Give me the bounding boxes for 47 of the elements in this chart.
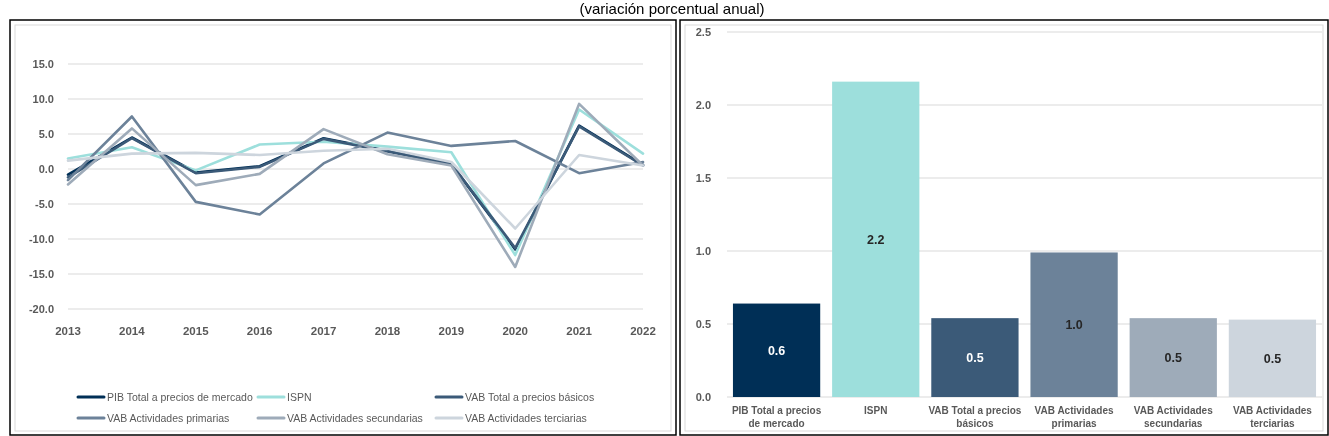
y-tick-label: 2.0: [695, 98, 711, 111]
bar: [832, 81, 920, 397]
x-tick-label: 2015: [182, 325, 210, 338]
legend-label: VAB Total a precios básicos: [465, 390, 595, 403]
legend-label: PIB Total a precios de mercado: [107, 390, 253, 403]
x-tick-label: VAB Total a precios básicos: [928, 404, 1022, 429]
x-tick-label: VAB Actividades primarias: [1034, 404, 1114, 429]
data-label: 2.2: [867, 232, 885, 247]
bar: [1129, 318, 1217, 397]
y-tick-label: 10.0: [32, 92, 54, 105]
bar: [732, 303, 821, 397]
x-tick-label: 2022: [630, 325, 656, 338]
data-label: 0.5: [966, 350, 984, 365]
y-tick-label: 15.0: [32, 57, 54, 70]
x-tick-label: 2018: [374, 325, 401, 338]
x-tick-label: 2020: [502, 325, 529, 338]
y-tick-label: 0.0: [695, 390, 711, 403]
line-series: [66, 115, 645, 216]
y-tick-label: 5.0: [38, 127, 54, 140]
bar: [1030, 252, 1118, 397]
x-tick-label: PIB Total a precios de mercado: [731, 404, 822, 429]
x-tick-label: ISPN: [864, 404, 888, 416]
x-tick-label: 2021: [566, 325, 593, 338]
x-tick-label: 2016: [246, 325, 273, 338]
bar: [931, 318, 1019, 397]
y-tick-label: 1.0: [695, 244, 711, 257]
x-tick-label: 2017: [310, 325, 337, 338]
chart-subtitle: (variación porcentual anual): [579, 0, 765, 17]
x-tick-label: VAB Actividades secundarias: [1133, 404, 1214, 429]
y-tick-label: -20.0: [28, 302, 54, 315]
y-tick-label: 2.5: [695, 25, 711, 38]
data-label: 1.0: [1065, 318, 1083, 333]
x-tick-label: 2014: [119, 325, 146, 338]
y-tick-label: 0.5: [695, 317, 711, 330]
x-tick-label: VAB Actividades terciarias: [1232, 404, 1313, 429]
y-tick-label: -15.0: [28, 267, 54, 280]
line-series: [66, 147, 645, 230]
y-tick-label: 1.5: [695, 171, 711, 184]
x-tick-label: 2013: [55, 325, 81, 338]
y-tick-label: 0.0: [38, 162, 54, 175]
y-tick-label: -5.0: [35, 197, 54, 210]
legend-label: ISPN: [287, 390, 312, 403]
data-label: 0.6: [767, 343, 786, 358]
x-tick-label: 2019: [438, 325, 465, 338]
data-label: 0.5: [1164, 350, 1182, 365]
data-label: 0.5: [1263, 351, 1282, 366]
y-tick-label: -10.0: [28, 232, 54, 245]
